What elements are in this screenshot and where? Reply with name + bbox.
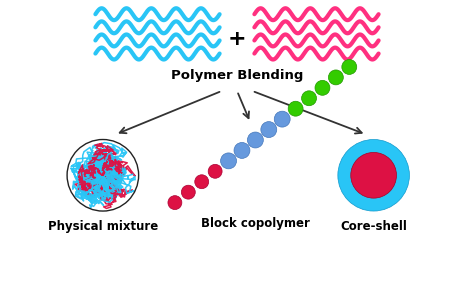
Circle shape xyxy=(247,132,264,148)
Circle shape xyxy=(208,164,222,178)
Circle shape xyxy=(351,152,396,198)
Text: +: + xyxy=(228,29,246,49)
Circle shape xyxy=(274,111,290,127)
Circle shape xyxy=(301,91,317,106)
Circle shape xyxy=(342,60,357,74)
Circle shape xyxy=(195,175,209,189)
Circle shape xyxy=(315,80,330,95)
Circle shape xyxy=(328,70,343,85)
Text: Polymer Blending: Polymer Blending xyxy=(171,69,303,82)
Circle shape xyxy=(288,101,303,116)
Text: Physical mixture: Physical mixture xyxy=(48,220,158,233)
Circle shape xyxy=(168,196,182,210)
Circle shape xyxy=(234,142,250,158)
Circle shape xyxy=(182,185,195,199)
Circle shape xyxy=(261,122,277,137)
Circle shape xyxy=(338,139,410,211)
Circle shape xyxy=(220,153,237,169)
Text: Core-shell: Core-shell xyxy=(340,220,407,233)
Text: Block copolymer: Block copolymer xyxy=(201,217,310,230)
